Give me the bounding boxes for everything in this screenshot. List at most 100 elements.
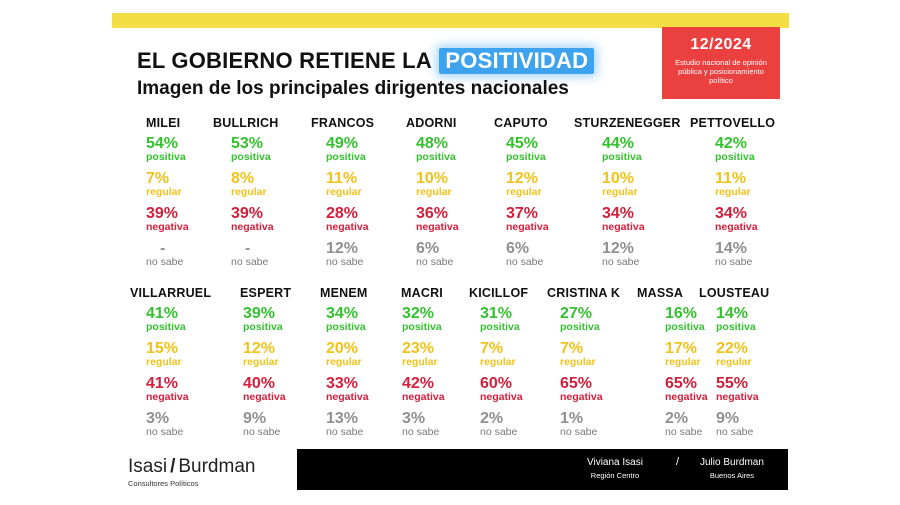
positive-group: 14% positiva bbox=[716, 306, 756, 333]
regular-label: regular bbox=[560, 356, 596, 368]
regular-label: regular bbox=[326, 186, 362, 198]
date-label: 12/2024 bbox=[690, 36, 752, 53]
politician-name: VILLARRUEL bbox=[130, 286, 212, 300]
unknown-group: 9% no sabe bbox=[243, 411, 280, 438]
unknown-group: 14% no sabe bbox=[715, 241, 752, 268]
positive-group: 27% positiva bbox=[560, 306, 600, 333]
politician-card: MACRI 32% positiva 23% regular 42% negativa 3% n… bbox=[401, 286, 501, 438]
person-2-region: Buenos Aires bbox=[709, 471, 755, 480]
footer-person-1: Viviana Isasi Región Centro bbox=[587, 457, 643, 480]
positive-value: 45% bbox=[506, 135, 539, 152]
person-1-region: Región Centro bbox=[590, 471, 640, 480]
positive-label: positiva bbox=[243, 321, 283, 333]
person-2-name: Julio Burdman bbox=[700, 457, 764, 468]
positive-value: 34% bbox=[326, 305, 359, 322]
politician-card: CAPUTO 45% positiva 12% regular 37% negativa 6%… bbox=[494, 116, 594, 268]
positive-value: 54% bbox=[146, 135, 179, 152]
regular-group: 10% regular bbox=[416, 171, 452, 198]
unknown-group: 13% no sabe bbox=[326, 411, 363, 438]
negative-label: negativa bbox=[665, 391, 708, 403]
unknown-value: 3% bbox=[402, 410, 426, 427]
negative-value: 34% bbox=[715, 205, 748, 222]
negative-value: 65% bbox=[560, 375, 593, 392]
positive-label: positiva bbox=[665, 321, 705, 333]
politician-card: ESPERT 39% positiva 12% regular 40% negativa 9%… bbox=[240, 286, 340, 438]
negative-group: 37% negativa bbox=[506, 206, 549, 233]
unknown-label: no sabe bbox=[560, 426, 598, 438]
politician-name: BULLRICH bbox=[213, 116, 279, 130]
logo-name-left: Isasi bbox=[128, 456, 168, 477]
unknown-group: 3% no sabe bbox=[402, 411, 439, 438]
positive-group: 34% positiva bbox=[326, 306, 366, 333]
unknown-label: no sabe bbox=[326, 426, 364, 438]
politician-card: MILEI 54% positiva 7% regular 39% negativa - no … bbox=[146, 116, 246, 268]
negative-label: negativa bbox=[146, 391, 189, 403]
positive-group: 42% positiva bbox=[715, 136, 755, 163]
politician-name: CRISTINA K bbox=[547, 286, 621, 300]
politician-name: ADORNI bbox=[406, 116, 457, 130]
negative-group: 65% negativa bbox=[560, 376, 603, 403]
unknown-group: 2% no sabe bbox=[665, 411, 702, 438]
positive-value: 41% bbox=[146, 305, 179, 322]
unknown-label: no sabe bbox=[146, 256, 184, 268]
positive-group: 41% positiva bbox=[146, 306, 186, 333]
footer-separator: / bbox=[676, 456, 680, 468]
unknown-label: no sabe bbox=[402, 426, 440, 438]
unknown-label: no sabe bbox=[480, 426, 518, 438]
regular-value: 10% bbox=[416, 170, 449, 187]
unknown-value: 12% bbox=[602, 240, 635, 257]
politician-name: PETTOVELLO bbox=[690, 116, 776, 130]
politician-name: CAPUTO bbox=[494, 116, 548, 130]
unknown-value: 13% bbox=[326, 410, 359, 427]
regular-group: 12% regular bbox=[506, 171, 542, 198]
unknown-value: 9% bbox=[716, 410, 740, 427]
regular-value: 15% bbox=[146, 340, 179, 357]
negative-label: negativa bbox=[231, 221, 274, 233]
footer-person-2: Julio Burdman Buenos Aires bbox=[700, 457, 764, 480]
company-logo: Isasi / Burdman Consultores Políticos bbox=[128, 456, 255, 488]
positive-label: positiva bbox=[602, 151, 642, 163]
unknown-label: no sabe bbox=[665, 426, 703, 438]
regular-group: 22% regular bbox=[716, 341, 752, 368]
regular-value: 11% bbox=[715, 170, 747, 187]
politician-name: ESPERT bbox=[240, 286, 292, 300]
person-1-name: Viviana Isasi bbox=[587, 457, 643, 468]
regular-group: 11% regular bbox=[326, 171, 362, 198]
positive-label: positiva bbox=[715, 151, 755, 163]
positive-group: 32% positiva bbox=[402, 306, 442, 333]
unknown-group: 1% no sabe bbox=[560, 411, 597, 438]
unknown-group: - no sabe bbox=[146, 241, 183, 268]
negative-value: 37% bbox=[506, 205, 539, 222]
regular-value: 20% bbox=[326, 340, 359, 357]
negative-group: 55% negativa bbox=[716, 376, 759, 403]
negative-label: negativa bbox=[326, 391, 369, 403]
negative-label: negativa bbox=[243, 391, 286, 403]
positive-group: 54% positiva bbox=[146, 136, 186, 163]
positive-value: 39% bbox=[243, 305, 276, 322]
regular-value: 7% bbox=[146, 170, 170, 187]
positive-value: 32% bbox=[402, 305, 435, 322]
unknown-label: no sabe bbox=[506, 256, 544, 268]
logo-slash: / bbox=[170, 456, 176, 477]
positive-group: 16% positiva bbox=[665, 306, 705, 333]
negative-label: negativa bbox=[715, 221, 758, 233]
regular-group: 20% regular bbox=[326, 341, 362, 368]
regular-label: regular bbox=[146, 356, 182, 368]
positive-value: 49% bbox=[326, 135, 359, 152]
regular-group: 15% regular bbox=[146, 341, 182, 368]
regular-value: 17% bbox=[665, 340, 698, 357]
footer-bar: Viviana Isasi Región Centro / Julio Burd… bbox=[297, 449, 788, 490]
regular-value: 7% bbox=[480, 340, 504, 357]
negative-label: negativa bbox=[416, 221, 459, 233]
regular-value: 12% bbox=[243, 340, 276, 357]
unknown-value: 2% bbox=[480, 410, 504, 427]
negative-group: 28% negativa bbox=[326, 206, 369, 233]
negative-group: 39% negativa bbox=[146, 206, 189, 233]
regular-value: 11% bbox=[326, 170, 358, 187]
regular-group: 11% regular bbox=[715, 171, 751, 198]
regular-value: 22% bbox=[716, 340, 749, 357]
negative-label: negativa bbox=[326, 221, 369, 233]
politician-name: MASSA bbox=[637, 286, 684, 300]
unknown-label: no sabe bbox=[231, 256, 269, 268]
negative-value: 34% bbox=[602, 205, 635, 222]
